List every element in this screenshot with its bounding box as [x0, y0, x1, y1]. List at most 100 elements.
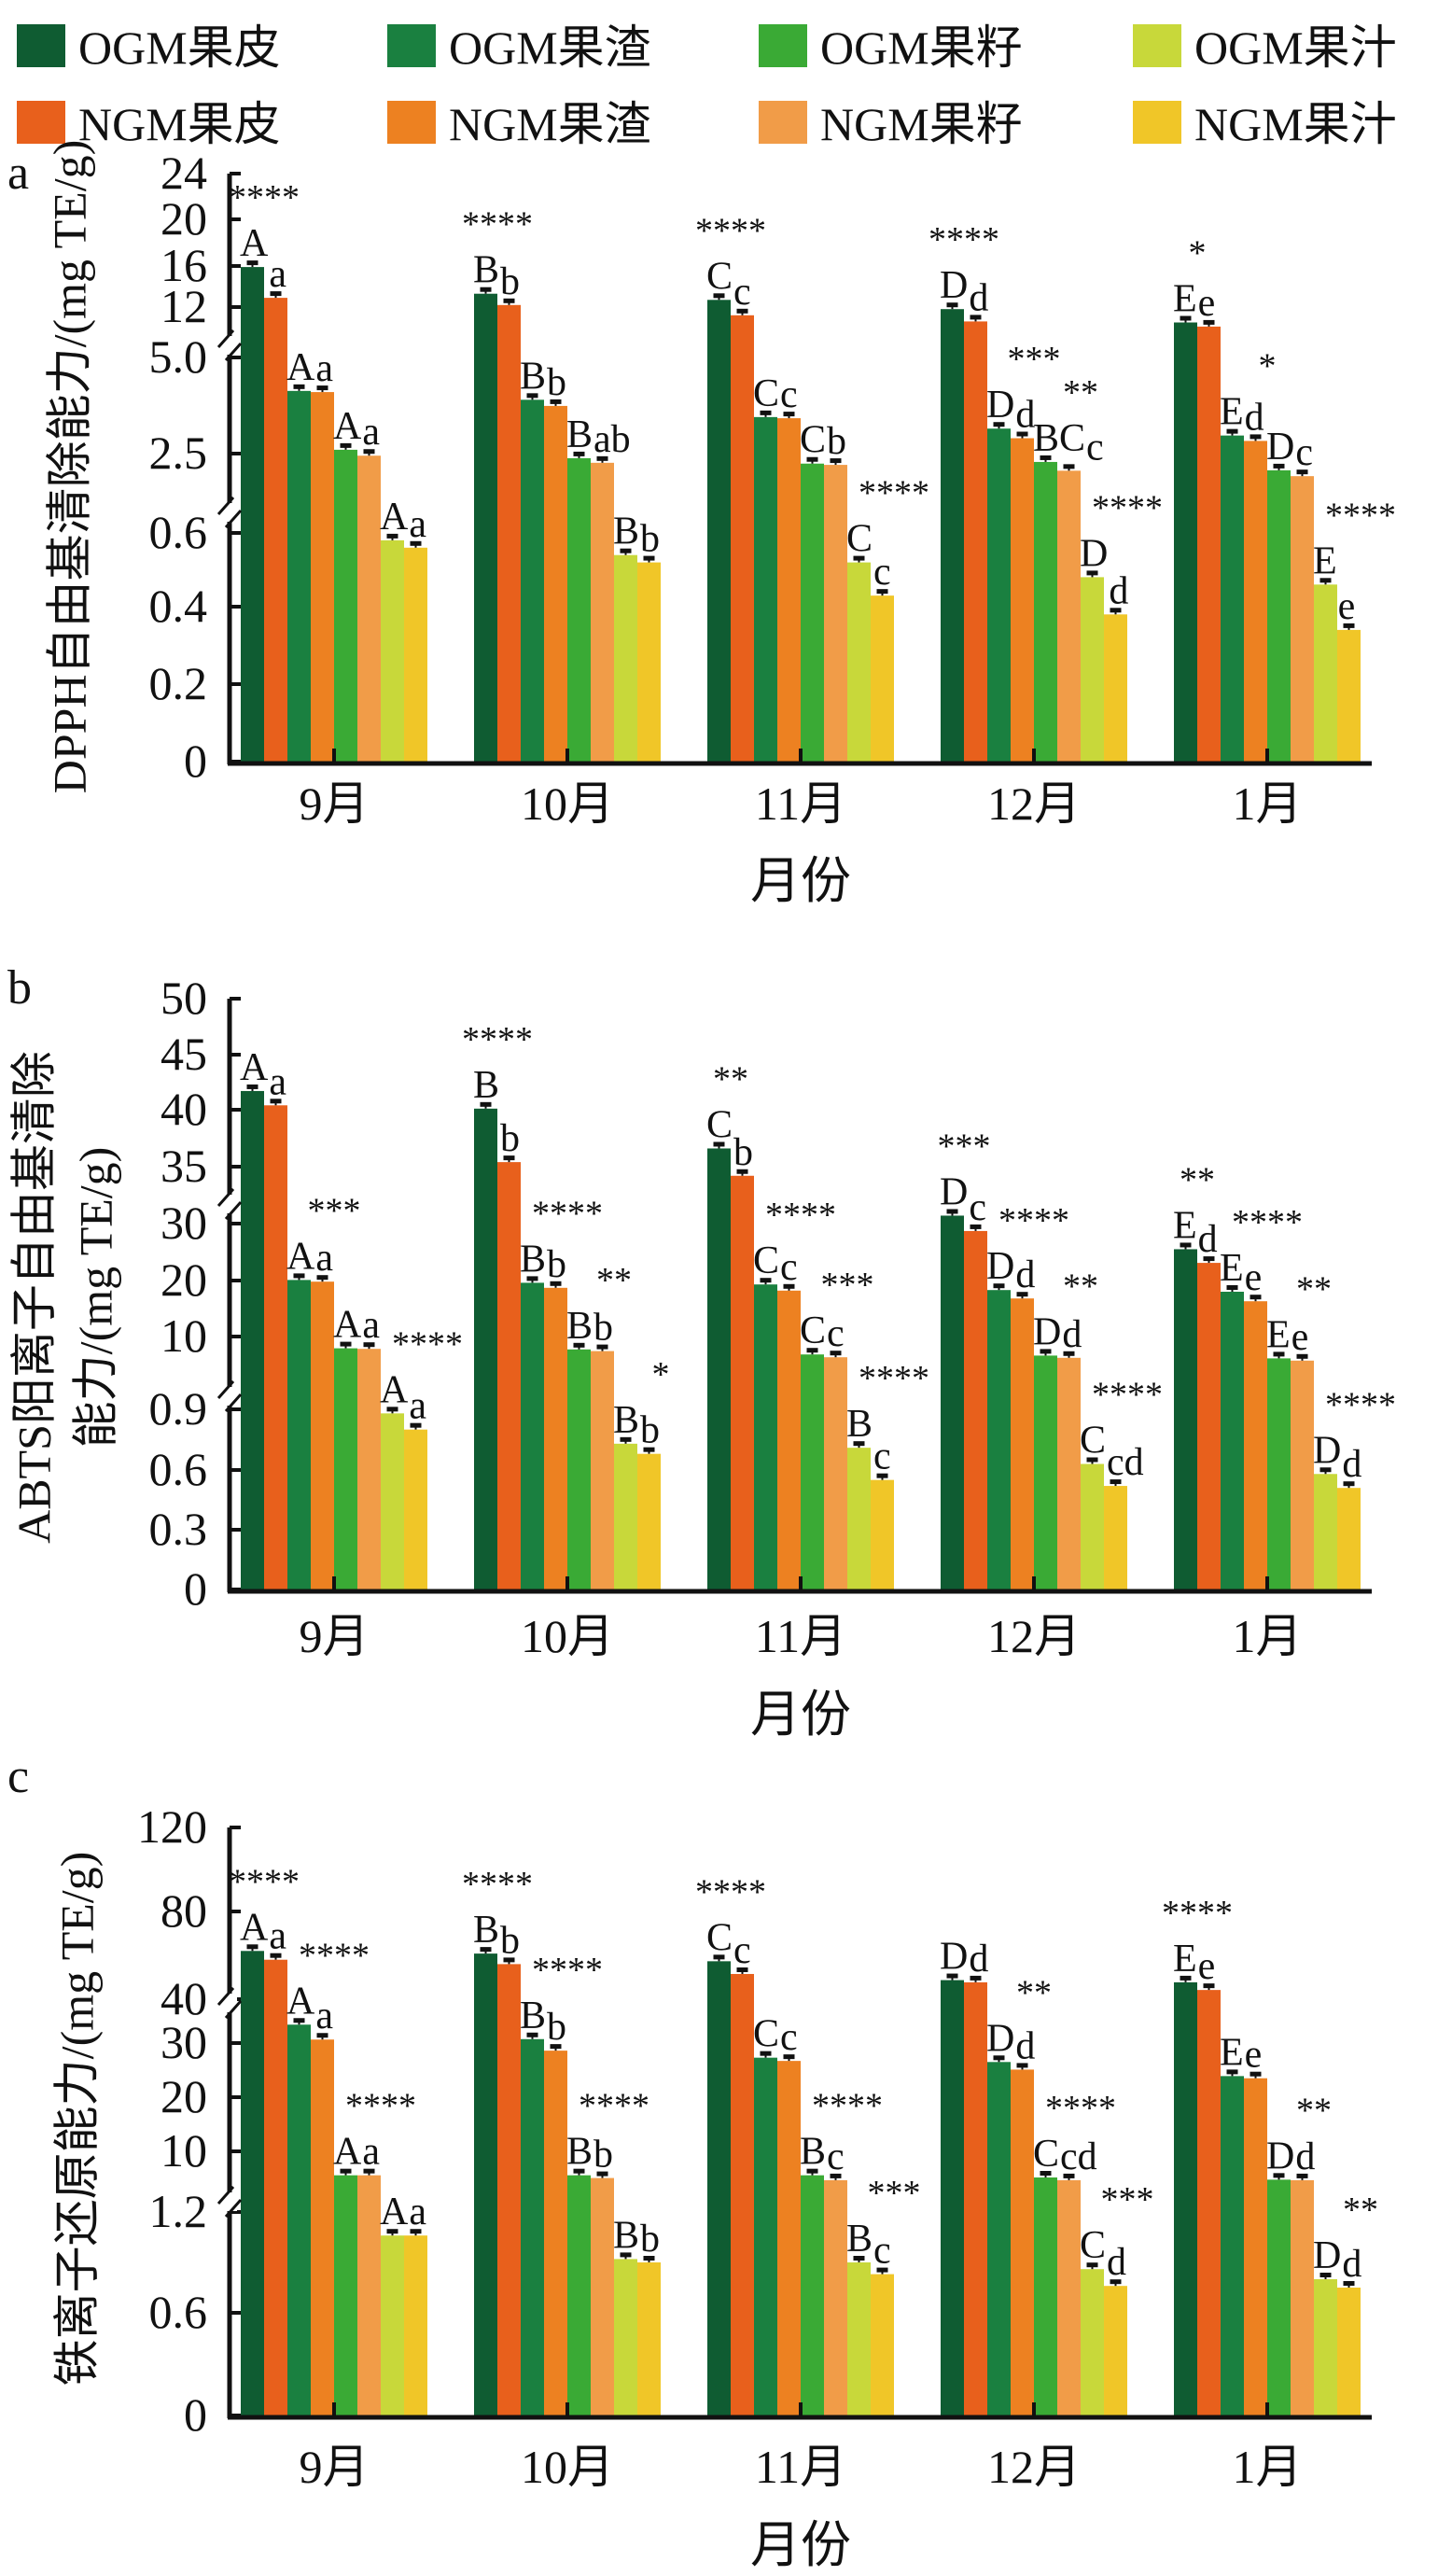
- error-bar: [1250, 434, 1262, 440]
- y-axis-label: 铁离子还原能力/(mg TE/g): [50, 1852, 103, 2387]
- significance-letter-pair: Ee: [1313, 539, 1355, 628]
- significance-letter-pair: Aa: [333, 1304, 380, 1348]
- bar: [497, 1964, 521, 2415]
- bar: [987, 2062, 1011, 2415]
- error-bar: [1086, 570, 1098, 576]
- significance-letter: C: [1080, 2224, 1106, 2267]
- error-bar: [1343, 1481, 1355, 1487]
- significance-stars: ****: [1092, 488, 1163, 527]
- significance-letter: A: [333, 1304, 362, 1347]
- error-bar: [783, 1283, 795, 1289]
- bar: [824, 1357, 847, 1589]
- bar: [1034, 1355, 1057, 1589]
- x-tick-label: 1月: [1233, 777, 1303, 830]
- significance-letter-pair: Aa: [333, 2131, 380, 2174]
- y-tick-label: 0: [184, 2388, 207, 2441]
- bar: [1221, 1292, 1244, 1589]
- significance-letter-pair: Dd: [1080, 532, 1128, 612]
- bar: [544, 405, 567, 762]
- error-bar: [620, 548, 632, 553]
- y-axis-label: DPPH自由基清除能力/(mg TE/g): [43, 140, 95, 794]
- significance-letter: b: [640, 518, 660, 561]
- significance-letter: a: [409, 1385, 426, 1428]
- error-bar: [293, 384, 305, 389]
- bar: [1267, 2179, 1291, 2415]
- bar: [1244, 1301, 1267, 1589]
- y-tick-label: 0.6: [149, 2286, 208, 2338]
- significance-letter: b: [827, 420, 846, 463]
- significance-stars: ****: [392, 1324, 463, 1364]
- bar: [1267, 469, 1291, 762]
- axis-break-mark: [224, 1201, 243, 1220]
- error-bar: [830, 2173, 842, 2178]
- x-tick-label: 9月: [300, 2441, 370, 2493]
- bar: [824, 2179, 847, 2415]
- legend-item: OGM果皮: [17, 21, 281, 74]
- significance-letter-pair: Aa: [286, 1980, 333, 2037]
- significance-letter: C: [1033, 2133, 1059, 2176]
- significance-letter-pair: Dd: [1033, 1310, 1082, 1355]
- x-tick-label: 12月: [987, 777, 1081, 830]
- significance-letter: C: [706, 1103, 733, 1146]
- significance-stars: *: [652, 1355, 670, 1394]
- error-bar: [1203, 319, 1215, 325]
- significance-letter: b: [593, 2134, 613, 2177]
- significance-letter: a: [269, 1915, 286, 1958]
- error-bar: [1016, 431, 1028, 437]
- error-bar: [946, 302, 958, 308]
- y-tick-label: 0: [184, 735, 207, 787]
- y-tick-label: 35: [161, 1140, 207, 1192]
- error-bar: [596, 2171, 608, 2177]
- bar: [357, 2175, 381, 2415]
- legend-item: NGM果渣: [387, 98, 651, 150]
- bar: [311, 1281, 334, 1589]
- significance-letter: E: [1266, 1313, 1291, 1356]
- significance-letter-pair: Dd: [1313, 2234, 1361, 2286]
- significance-letter: c: [780, 1246, 798, 1289]
- significance-letter-pair: Cc: [753, 1239, 798, 1289]
- bar: [777, 2061, 801, 2415]
- error-bar: [1296, 2173, 1308, 2178]
- axis-break-mark: [224, 2000, 243, 2019]
- significance-stars: ****: [1325, 496, 1396, 535]
- error-bar: [736, 308, 748, 314]
- bar: [637, 562, 661, 762]
- legend-label: NGM果汁: [1194, 98, 1397, 150]
- error-bar: [783, 2054, 795, 2060]
- significance-letter-pair: Ed: [1220, 391, 1264, 440]
- axis-break-mark: [224, 510, 243, 528]
- error-bar: [246, 1084, 258, 1089]
- significance-letter: B: [566, 1305, 593, 1348]
- significance-letter: C: [753, 2013, 779, 2056]
- bar: [567, 457, 591, 762]
- error-bar: [1180, 1242, 1192, 1248]
- bar: [824, 465, 847, 762]
- significance-letter: C: [846, 518, 873, 561]
- y-tick-label: 0.6: [149, 506, 208, 558]
- significance-letter: c: [733, 271, 751, 314]
- axis-break-mark: [216, 497, 235, 515]
- bar: [287, 390, 311, 762]
- significance-letter: A: [380, 496, 409, 539]
- bar: [241, 1951, 264, 2415]
- significance-letter: D: [1266, 2135, 1294, 2177]
- significance-stars: **: [1016, 1973, 1052, 2012]
- significance-letter-pair: Dd: [940, 264, 988, 319]
- legend-label: NGM果籽: [820, 98, 1023, 150]
- bar: [474, 293, 497, 762]
- significance-letter: b: [593, 1307, 613, 1350]
- error-bar: [736, 1967, 748, 1972]
- error-bar: [876, 589, 888, 595]
- error-bar: [316, 1275, 328, 1281]
- significance-letter-pair: Bb: [473, 249, 520, 303]
- y-tick-label: 80: [161, 1884, 207, 1937]
- y-tick-label: 50: [161, 972, 207, 1024]
- bar: [1244, 441, 1267, 762]
- axis-break-mark: [216, 1987, 235, 2006]
- significance-letter-pair: Aa: [240, 222, 286, 296]
- error-bar: [550, 1281, 562, 1286]
- significance-stars: ***: [308, 1191, 361, 1230]
- significance-letter: d: [1245, 396, 1264, 439]
